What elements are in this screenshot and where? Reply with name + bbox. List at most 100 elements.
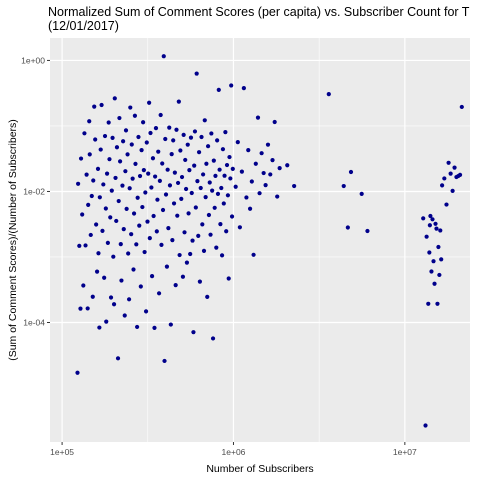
data-point xyxy=(428,213,433,219)
data-point xyxy=(147,236,152,241)
data-point xyxy=(95,166,101,172)
data-point xyxy=(192,163,197,168)
data-point xyxy=(180,274,186,279)
data-point xyxy=(139,148,144,153)
data-point xyxy=(183,186,189,192)
data-point xyxy=(87,119,92,124)
data-point xyxy=(115,356,121,361)
x-tick-label: 1e+06 xyxy=(222,447,246,457)
data-point xyxy=(446,160,451,165)
data-point xyxy=(90,294,95,299)
data-point xyxy=(88,232,93,238)
data-point xyxy=(129,142,134,147)
data-point xyxy=(144,140,149,145)
data-point xyxy=(190,238,195,243)
data-point xyxy=(244,195,249,200)
data-point xyxy=(285,163,290,168)
chart-title-line1: Normalized Sum of Comment Scores (per ca… xyxy=(48,5,470,19)
data-point xyxy=(224,229,229,234)
data-point xyxy=(277,166,282,171)
data-point xyxy=(435,301,440,306)
data-point xyxy=(131,267,136,272)
data-point xyxy=(137,223,142,228)
data-point xyxy=(156,291,162,296)
data-point xyxy=(123,169,128,174)
data-point xyxy=(187,167,192,173)
data-point xyxy=(429,269,434,274)
data-point xyxy=(450,188,455,194)
data-point xyxy=(126,297,132,302)
data-point xyxy=(133,161,138,166)
data-point xyxy=(217,167,222,172)
data-point xyxy=(169,152,174,157)
data-point xyxy=(131,211,137,216)
data-point xyxy=(137,173,143,179)
chart-title-line2: (12/01/2017) xyxy=(48,19,119,33)
data-point xyxy=(112,96,117,101)
x-axis-title: Number of Subscribers xyxy=(206,463,313,475)
data-point xyxy=(452,165,457,170)
data-point xyxy=(162,358,167,364)
y-tick-label: 1e-02 xyxy=(23,186,45,196)
data-point xyxy=(163,192,169,197)
data-point xyxy=(171,138,176,143)
data-point xyxy=(423,423,428,428)
data-point xyxy=(191,330,196,335)
data-point xyxy=(196,233,201,238)
data-point xyxy=(146,171,151,176)
data-point xyxy=(117,115,122,121)
data-point xyxy=(215,138,220,143)
data-point xyxy=(100,228,105,234)
data-point xyxy=(94,269,100,274)
data-point xyxy=(436,244,441,250)
data-point xyxy=(292,183,297,189)
data-point xyxy=(101,182,106,187)
data-point xyxy=(259,151,264,156)
data-point xyxy=(196,150,202,155)
data-point xyxy=(158,112,163,118)
data-point xyxy=(125,152,130,157)
data-point xyxy=(92,104,97,109)
data-point xyxy=(114,145,120,150)
data-point xyxy=(432,281,437,286)
data-point xyxy=(219,185,224,191)
data-point xyxy=(113,175,118,181)
data-point xyxy=(225,193,231,198)
data-point xyxy=(178,148,183,153)
data-point xyxy=(219,253,225,258)
y-axis-title: (Sum of Comment Scores)/(Number of Subsc… xyxy=(7,119,19,361)
data-point xyxy=(141,120,146,125)
data-point xyxy=(77,243,82,248)
x-axis-ticks: 1e+05 1e+06 1e+07 xyxy=(50,442,417,457)
data-point xyxy=(84,172,89,177)
data-point xyxy=(83,243,88,248)
data-point xyxy=(268,172,273,177)
data-point xyxy=(111,254,116,259)
data-point xyxy=(87,152,92,157)
data-point xyxy=(215,191,221,196)
data-point xyxy=(188,251,193,257)
data-point xyxy=(345,225,350,230)
data-point xyxy=(421,216,426,221)
data-point xyxy=(163,136,168,142)
data-point xyxy=(143,309,149,314)
data-point xyxy=(195,178,200,184)
data-point xyxy=(188,135,194,140)
data-point xyxy=(203,195,208,200)
data-point xyxy=(272,119,277,125)
data-point xyxy=(164,264,170,269)
data-point xyxy=(132,113,138,118)
data-point xyxy=(442,176,447,181)
data-point xyxy=(123,128,129,133)
data-point xyxy=(182,230,187,235)
data-point xyxy=(149,273,155,279)
data-point xyxy=(78,306,83,311)
data-point xyxy=(171,201,177,206)
data-point xyxy=(102,275,107,280)
data-point xyxy=(206,212,212,218)
data-point xyxy=(218,222,223,227)
data-point xyxy=(108,215,113,220)
data-point xyxy=(157,178,162,183)
data-point xyxy=(166,226,171,231)
